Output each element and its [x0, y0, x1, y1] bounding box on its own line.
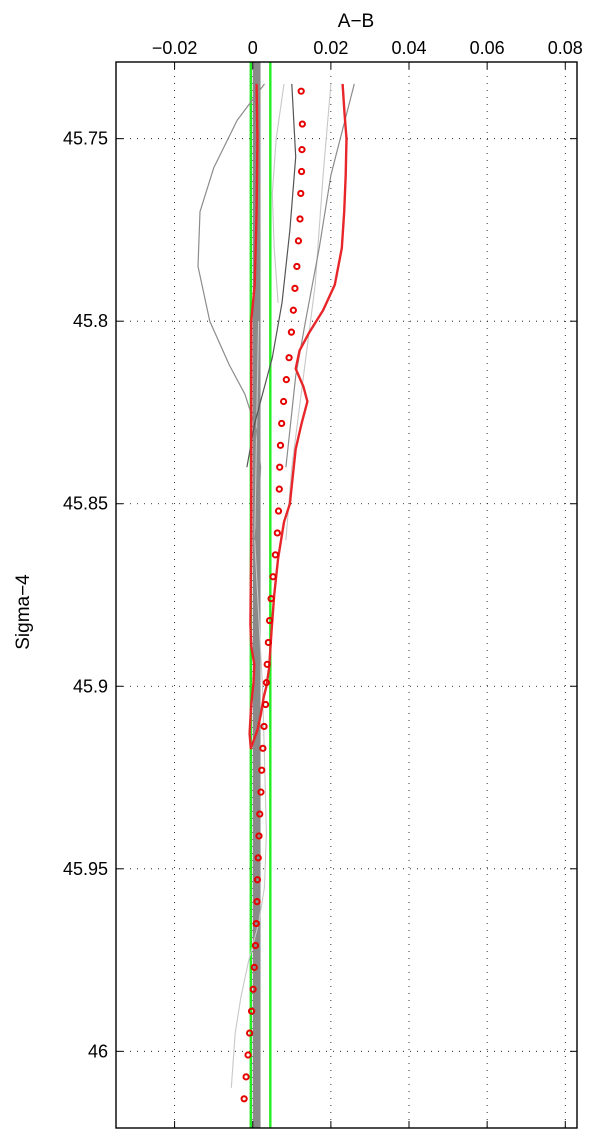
red-marker-point — [269, 573, 277, 581]
red-marker-point — [287, 328, 296, 336]
red-marker-point — [285, 354, 293, 362]
red-marker-point — [262, 700, 270, 709]
x-tick-label: 0.06 — [470, 38, 505, 58]
red-marker-point — [296, 215, 304, 223]
red-marker-point — [280, 397, 288, 406]
red-marker-point — [260, 722, 268, 731]
x-tick-label: 0.04 — [391, 38, 426, 58]
red-marker-point — [271, 551, 279, 559]
y-tick-label: 45.8 — [73, 311, 108, 331]
red-marker-point — [274, 507, 283, 515]
red-line-series-line — [248, 83, 348, 750]
axis-ticks: −0.02 0 0.02 0.04 0.06 0.08 45.75 45.8 45.85 45.9… — [63, 38, 583, 1128]
red-marker-point — [276, 441, 285, 449]
red-marker-point — [256, 810, 264, 818]
red-marker-point — [291, 284, 299, 292]
light-gray-series-line — [230, 321, 267, 1088]
red-marker-point — [293, 262, 301, 271]
gray-band — [252, 62, 261, 1128]
light-gray-series-line — [271, 83, 285, 303]
red-marker-point — [297, 189, 305, 198]
y-tick-label: 45.95 — [63, 859, 108, 879]
red-marker-point — [257, 788, 265, 796]
y-axis-label: Sigma−4 — [13, 574, 34, 650]
red-marker-point — [297, 167, 306, 176]
red-marker-point — [298, 146, 306, 154]
red-marker-point — [265, 616, 274, 625]
x-axis-label: A−B — [338, 11, 374, 32]
x-tick-label: 0.08 — [548, 38, 583, 58]
red-marker-point — [276, 463, 284, 471]
red-marker-point — [282, 376, 290, 384]
red-marker-point — [258, 766, 266, 774]
red-marker-point — [246, 1029, 254, 1037]
red-marker-point — [289, 306, 297, 314]
y-tick-label: 45.85 — [63, 494, 108, 514]
red-marker-point — [251, 941, 260, 950]
red-marker-point — [249, 985, 257, 993]
red-marker-point — [275, 485, 283, 493]
red-marker-point — [262, 679, 271, 687]
red-marker-point — [252, 919, 260, 928]
red-marker-point — [267, 595, 275, 603]
red-marker-point — [264, 638, 272, 647]
red-marker-point — [273, 529, 281, 537]
red-marker-point — [253, 898, 261, 906]
mid-gray-series-line — [197, 83, 265, 541]
red-marker-point — [294, 237, 303, 245]
red-marker-point — [259, 744, 267, 752]
plot-frame — [115, 61, 578, 1129]
x-tick-label: −0.02 — [152, 38, 198, 58]
y-tick-label: 45.9 — [73, 676, 108, 696]
y-tick-label: 46 — [88, 1041, 108, 1061]
red-marker-point — [253, 876, 262, 884]
x-tick-label: 0 — [248, 38, 258, 58]
mid-gray-series-line — [285, 83, 355, 468]
red-marker-point — [255, 832, 263, 840]
red-marker-point — [278, 419, 286, 428]
red-marker-point — [247, 1007, 256, 1015]
red-marker-point — [298, 120, 306, 128]
x-tick-label: 0.02 — [313, 38, 348, 58]
red-marker-point — [263, 660, 271, 668]
red-marker-point — [254, 854, 262, 862]
red-marker-point — [250, 963, 258, 971]
series-layer — [197, 62, 355, 1128]
red-marker-point — [244, 1051, 252, 1059]
y-tick-label: 45.75 — [63, 129, 108, 149]
red-marker-point — [297, 87, 305, 95]
grid — [116, 62, 577, 1128]
red-marker-point — [240, 1095, 248, 1103]
red-marker-point — [242, 1073, 250, 1081]
